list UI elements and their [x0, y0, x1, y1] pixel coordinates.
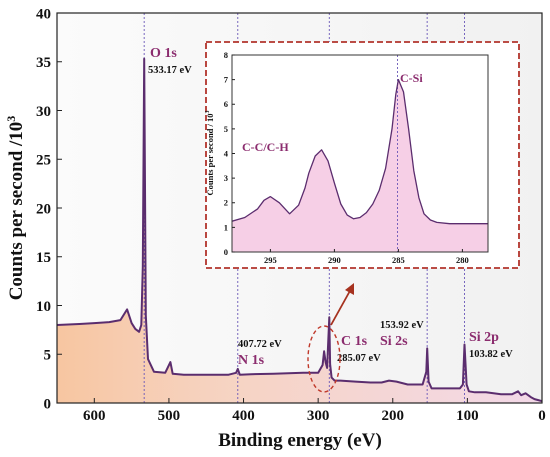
- inset-x-tick-label: 295: [264, 255, 277, 265]
- inset-spectrum-line: [232, 78, 488, 225]
- inset-y-tick-label: 3: [224, 173, 228, 183]
- main-x-tick-label: 500: [158, 408, 181, 424]
- c1s-label: C 1s: [341, 334, 368, 349]
- main-x-tick-label: 100: [456, 408, 479, 424]
- inset-cc-label: C-C/C-H: [242, 140, 289, 154]
- inset-y-tick-label: 2: [224, 198, 228, 208]
- main-y-tick-label: 40: [36, 6, 51, 22]
- main-x-tick-label: 400: [232, 408, 255, 424]
- inset-y-axis-title: Counts per second / 103: [205, 110, 215, 195]
- main-y-tick-label: 15: [36, 250, 51, 266]
- main-x-tick-label: 0: [538, 408, 546, 424]
- c1s-energy: 285.07 eV: [337, 353, 381, 364]
- n1s-label: N 1s: [238, 353, 265, 368]
- inset-x-tick-label: 290: [328, 255, 341, 265]
- inset-y-tick-label: 5: [224, 124, 228, 134]
- main-y-tick-label: 10: [36, 299, 51, 315]
- main-y-tick-label: 0: [44, 396, 52, 412]
- inset-y-tick-label: 6: [224, 99, 228, 109]
- main-y-tick-label: 35: [36, 55, 51, 71]
- o1s-energy: 533.17 eV: [148, 65, 192, 76]
- main-x-tick-label: 300: [307, 408, 330, 424]
- inset-y-tick-label: 8: [224, 50, 228, 60]
- main-spectrum-line: [57, 57, 542, 403]
- n1s-energy: 407.72 eV: [238, 339, 282, 350]
- inset-y-tick-label: 0: [224, 247, 228, 257]
- inset-y-tick-label: 4: [224, 148, 229, 158]
- main-x-tick-label: 200: [382, 408, 405, 424]
- inset-pointer-arrow: [330, 288, 352, 326]
- si2s-energy: 153.92 eV: [380, 320, 424, 331]
- inset-pointer-arrowhead: [345, 283, 354, 295]
- si2p-energy: 103.82 eV: [469, 349, 513, 360]
- y-axis-title: Counts per second /103: [4, 116, 27, 301]
- main-area-fill: [57, 58, 542, 403]
- inset-area-fill: [232, 79, 488, 252]
- inset-x-tick-label: 280: [456, 255, 469, 265]
- inset-csi-label: C-Si: [400, 71, 423, 85]
- o1s-label: O 1s: [150, 46, 177, 61]
- inset-y-tick-label: 1: [224, 222, 228, 232]
- si2p-label: Si 2p: [469, 330, 499, 345]
- main-x-tick-label: 600: [83, 408, 106, 424]
- inset-y-tick-label: 7: [224, 75, 229, 85]
- si2s-label: Si 2s: [380, 334, 408, 349]
- main-y-tick-label: 30: [36, 104, 51, 120]
- inset-x-tick-label: 285: [392, 255, 405, 265]
- main-y-tick-label: 5: [44, 348, 52, 364]
- c1s-highlight-ellipse: [307, 325, 341, 393]
- main-y-tick-label: 25: [36, 153, 51, 169]
- main-y-tick-label: 20: [36, 201, 51, 217]
- x-axis-title: Binding energy (eV): [218, 430, 382, 451]
